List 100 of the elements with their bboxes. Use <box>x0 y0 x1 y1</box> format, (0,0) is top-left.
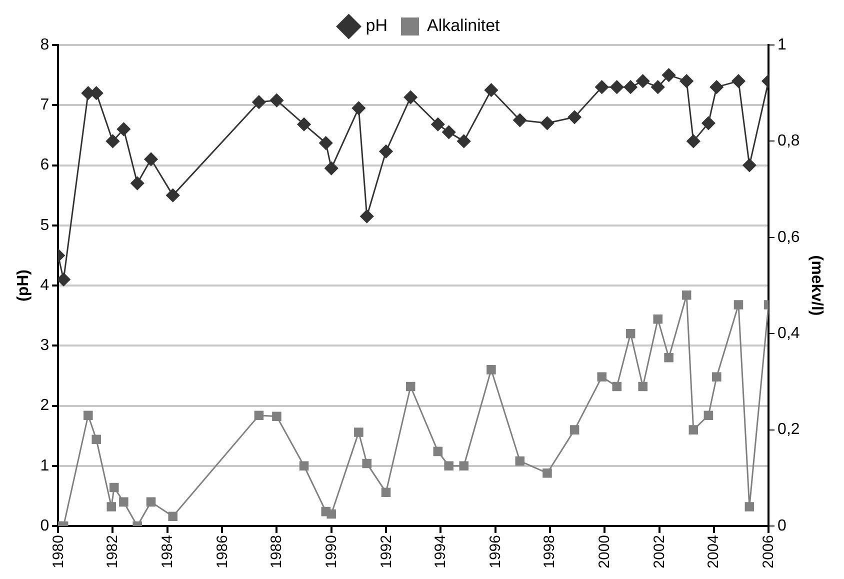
y2-tick-label: 0,8 <box>778 132 800 150</box>
legend-label: pH <box>366 16 388 36</box>
point <box>484 83 498 97</box>
point <box>272 412 282 421</box>
point <box>106 134 120 148</box>
point <box>360 210 374 224</box>
x-tick-label: 1980 <box>50 535 67 568</box>
point <box>444 461 454 471</box>
point <box>352 101 366 115</box>
y-tick-label: 4 <box>40 276 50 294</box>
point <box>515 456 525 466</box>
point <box>254 410 264 420</box>
y-tick-label: 6 <box>40 156 50 174</box>
x-tick-label: 1982 <box>104 535 122 568</box>
point <box>626 328 636 338</box>
point <box>362 458 372 468</box>
point <box>636 74 650 88</box>
y2-tick-label: 0,6 <box>778 228 800 246</box>
point <box>688 425 698 434</box>
point <box>680 74 694 88</box>
point <box>84 410 93 420</box>
point <box>116 122 130 136</box>
x-tick-label: 2002 <box>650 535 668 568</box>
y2-tick-label: 1 <box>778 36 787 54</box>
point <box>540 116 554 130</box>
x-tick-label: 1986 <box>214 535 231 568</box>
point <box>638 382 648 392</box>
point <box>442 125 456 139</box>
point <box>459 461 469 471</box>
point <box>381 488 391 497</box>
x-tick-label: 1992 <box>378 535 394 568</box>
y2-tick-label: 0 <box>778 517 787 534</box>
point <box>651 80 665 94</box>
point <box>431 118 445 132</box>
point <box>168 512 178 522</box>
y2-axis-title: (mekv/l) <box>808 255 825 316</box>
point <box>612 382 622 392</box>
point <box>610 80 624 94</box>
y-tick-label: 0 <box>40 517 50 534</box>
y-tick-label: 5 <box>40 216 50 234</box>
y-tick-label: 8 <box>40 36 50 54</box>
y-tick-label: 1 <box>40 457 50 474</box>
point <box>144 152 158 166</box>
point <box>109 482 119 492</box>
point <box>130 176 144 190</box>
point <box>595 80 609 94</box>
point <box>568 110 582 124</box>
y2-tick-label: 0,2 <box>778 421 800 438</box>
point <box>106 502 116 512</box>
x-tick-label: 2000 <box>596 535 614 568</box>
point <box>744 502 754 512</box>
point <box>624 80 638 94</box>
y-tick-label: 2 <box>40 397 50 414</box>
point <box>686 134 700 148</box>
y-axis-title: (pH) <box>15 270 32 302</box>
point <box>710 80 724 94</box>
x-tick-label: 1994 <box>432 535 450 568</box>
point <box>299 461 309 471</box>
point <box>542 468 552 478</box>
x-tick-label: 1990 <box>322 535 340 568</box>
point <box>297 118 311 132</box>
point <box>704 410 714 420</box>
point <box>270 94 284 108</box>
legend-label: Alkalinitet <box>426 16 500 36</box>
point <box>682 290 692 300</box>
point <box>457 134 471 148</box>
point <box>119 497 128 507</box>
point <box>146 497 156 507</box>
point <box>712 372 722 382</box>
point <box>664 353 674 362</box>
point <box>326 509 336 519</box>
point <box>58 272 70 286</box>
x-tick-label: 1998 <box>541 535 558 568</box>
point <box>570 425 580 434</box>
point <box>324 162 338 176</box>
x-tick-label: 1996 <box>486 535 504 568</box>
x-tick-label: 2004 <box>705 535 722 568</box>
point <box>252 95 266 109</box>
point <box>597 372 607 382</box>
point <box>354 428 364 437</box>
point <box>662 68 676 82</box>
x-tick-label: 1988 <box>268 535 286 568</box>
point <box>406 382 416 392</box>
point <box>742 158 756 172</box>
point <box>404 90 418 104</box>
point <box>734 300 744 310</box>
point <box>702 116 716 130</box>
point <box>732 74 746 88</box>
point <box>513 113 527 127</box>
point <box>319 136 333 150</box>
point <box>379 144 393 158</box>
y-tick-label: 3 <box>40 337 50 354</box>
y2-tick-label: 0,4 <box>778 325 800 342</box>
point <box>166 188 180 202</box>
y-tick-label: 7 <box>40 96 50 114</box>
point <box>433 446 443 456</box>
point <box>653 314 663 324</box>
point <box>486 365 496 374</box>
point <box>92 434 101 444</box>
x-tick-label: 2006 <box>760 535 778 568</box>
